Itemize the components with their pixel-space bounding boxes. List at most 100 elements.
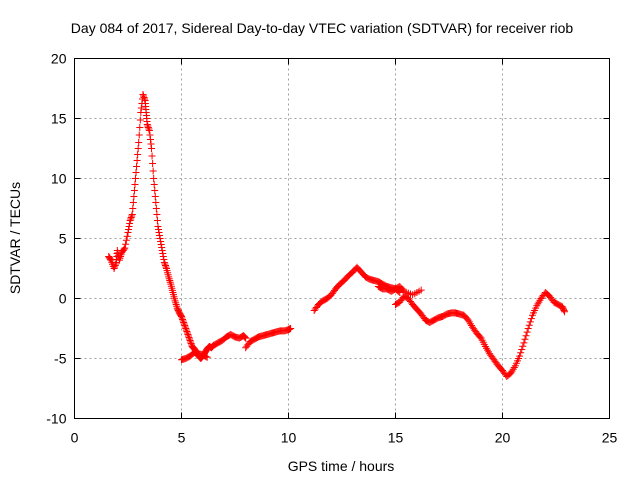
data-point [464, 316, 472, 324]
data-point [182, 326, 190, 334]
data-point [115, 256, 123, 264]
data-point [287, 325, 295, 332]
data-point [183, 329, 191, 337]
y-tick-label: 15 [51, 111, 67, 127]
data-point [481, 343, 489, 350]
data-point [178, 313, 185, 320]
data-point [151, 187, 159, 194]
data-point [186, 337, 194, 344]
data-point [126, 220, 134, 227]
data-point [117, 253, 125, 260]
data-point [154, 223, 162, 230]
data-point [179, 317, 187, 325]
data-point [165, 275, 173, 283]
data-point [160, 256, 168, 263]
data-point [153, 217, 161, 224]
x-axis-label: GPS time / hours [288, 458, 395, 474]
data-point [106, 254, 114, 262]
x-tick-label: 5 [178, 430, 186, 446]
data-point [187, 338, 195, 346]
y-axis-label: SDTVAR / TECUs [7, 182, 23, 294]
data-point [535, 298, 543, 306]
data-point [127, 215, 135, 223]
data-point [151, 193, 159, 200]
data-point [509, 365, 517, 373]
data-point [140, 92, 148, 100]
data-point [184, 332, 192, 340]
data-point [202, 353, 210, 361]
data-point [126, 217, 134, 224]
data-point [125, 223, 133, 230]
axis-ticks: 0 5 10 15 20 25 -10 -5 0 5 10 15 20 [46, 51, 617, 446]
data-point [158, 244, 166, 251]
data-point [159, 253, 167, 260]
data-point [125, 226, 133, 233]
data-point [241, 333, 249, 341]
data-point [181, 322, 189, 329]
x-tick-label: 20 [495, 430, 511, 446]
data-point [146, 136, 154, 143]
data-point [148, 152, 156, 160]
data-point [121, 244, 129, 252]
data-point [507, 369, 515, 377]
data-point [241, 334, 249, 341]
data-point [160, 259, 168, 266]
data-point [111, 263, 119, 271]
data-point [127, 214, 135, 221]
data-point [171, 297, 179, 305]
data-point [159, 250, 167, 257]
data-point [157, 238, 165, 245]
data-point [166, 278, 174, 286]
data-point [145, 127, 153, 134]
data-point [178, 314, 186, 322]
plot-frame [74, 58, 610, 419]
data-point [155, 229, 163, 236]
data-point [120, 245, 128, 253]
chart-title: Day 084 of 2017, Sidereal Day-to-day VTE… [71, 20, 574, 36]
data-point [240, 332, 248, 340]
data-point [523, 328, 531, 336]
y-tick-label: -10 [46, 411, 66, 427]
data-point [139, 91, 147, 98]
data-point [128, 212, 136, 220]
data-point [180, 320, 188, 328]
data-point [417, 286, 425, 294]
data-point [173, 302, 181, 310]
data-point [516, 352, 524, 360]
data-point [156, 232, 164, 239]
data-point [176, 311, 184, 319]
x-tick-label: 10 [281, 430, 297, 446]
data-point [465, 318, 473, 326]
data-point [172, 301, 180, 308]
data-point [141, 95, 149, 103]
data-point [560, 307, 568, 314]
y-tick-label: 5 [59, 231, 67, 247]
data-point [112, 260, 120, 268]
data-point [466, 320, 474, 328]
data-point [155, 226, 162, 233]
data-point [111, 262, 119, 269]
data-point [533, 302, 541, 310]
y-tick-label: 0 [59, 291, 67, 307]
data-point [180, 319, 188, 326]
data-point [524, 325, 532, 332]
data-point [144, 122, 152, 130]
data-point [129, 205, 137, 212]
data-point [183, 328, 191, 335]
data-point [131, 175, 139, 182]
data-point [161, 260, 169, 268]
data-point [123, 232, 131, 240]
data-point [242, 334, 250, 342]
data-point [131, 181, 139, 188]
data-point [152, 205, 160, 212]
data-point [508, 367, 516, 375]
data-point [520, 339, 528, 347]
data-point [133, 163, 141, 170]
data-point [136, 116, 144, 124]
data-point [143, 121, 151, 128]
data-point [162, 263, 170, 271]
data-point [172, 299, 180, 307]
x-tick-label: 15 [388, 430, 404, 446]
data-point [128, 211, 136, 218]
data-point [522, 332, 530, 340]
